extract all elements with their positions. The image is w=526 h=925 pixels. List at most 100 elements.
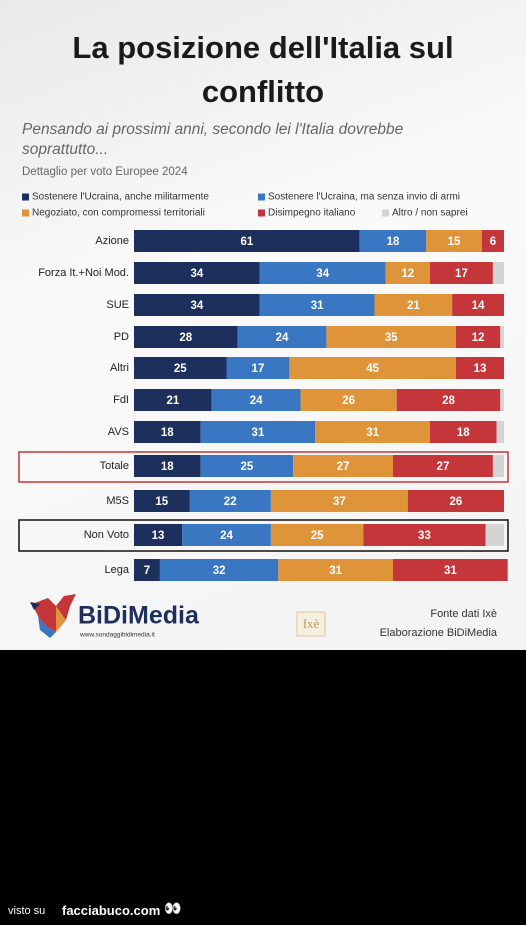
bar-segment: [500, 389, 504, 411]
bar-segment: [289, 357, 456, 379]
watermark: visto su facciabuco.com 👀: [0, 897, 526, 925]
row-label: FdI: [113, 394, 129, 406]
partner-logo-box: [296, 611, 326, 637]
value-label: 24: [220, 530, 233, 542]
bar-segment: [374, 294, 453, 316]
value-label: 12: [472, 332, 485, 344]
value-label: 45: [366, 363, 379, 375]
value-label: 34: [191, 268, 204, 280]
logo-text: BiDiMedia: [78, 602, 200, 630]
bar-segment: [259, 294, 375, 316]
value-label: 35: [385, 332, 398, 344]
row-label: Non Voto: [84, 529, 129, 541]
bar-segment: [200, 421, 316, 443]
value-label: 12: [401, 268, 414, 280]
value-label: 21: [407, 300, 420, 312]
bar-segment: [270, 490, 408, 512]
row-label: PD: [114, 331, 129, 343]
bar-segment: [134, 421, 201, 443]
value-label: 31: [444, 565, 457, 577]
bar-segment: [237, 326, 327, 348]
bar-segment: [393, 455, 493, 477]
bar-segment: [211, 389, 301, 411]
legend-swatch: [258, 209, 265, 217]
value-label: 61: [240, 236, 253, 248]
bar-segment: [481, 230, 504, 252]
value-label: 25: [174, 363, 187, 375]
bar-segment: [259, 262, 386, 284]
bar-segment: [455, 357, 504, 379]
bar-segment: [492, 262, 504, 284]
bar-segment: [134, 326, 238, 348]
value-label: 18: [457, 427, 470, 439]
value-label: 28: [179, 332, 192, 344]
logo-url: www.sondaggibidimedia.it: [79, 632, 155, 639]
bar-segment: [200, 455, 294, 477]
bar-segment: [189, 490, 271, 512]
legend-swatch: [382, 209, 389, 217]
value-label: 7: [144, 565, 150, 577]
bar-segment: [134, 262, 260, 284]
bar-segment: [134, 524, 183, 546]
bar-segment: [396, 389, 501, 411]
processing: Elaborazione BiDiMedia: [380, 627, 498, 639]
bar-segment: [393, 559, 508, 581]
value-label: 22: [224, 496, 237, 508]
value-label: 34: [191, 300, 204, 312]
legend-label: Sostenere l'Ucraina, ma senza invio di a…: [268, 192, 460, 203]
chart-note: Dettaglio per voto Europee 2024: [22, 166, 188, 178]
value-label: 17: [252, 363, 265, 375]
value-label: 13: [474, 363, 487, 375]
legend-swatch: [22, 193, 29, 201]
value-label: 31: [329, 565, 342, 577]
legend-label: Negoziato, con compromessi territoriali: [32, 208, 205, 219]
value-label: 13: [152, 530, 165, 542]
logo-bird: [30, 594, 76, 638]
value-label: 21: [166, 395, 179, 407]
value-label: 33: [418, 530, 431, 542]
value-label: 18: [387, 236, 400, 248]
row-label: Forza It.+Noi Mod.: [38, 267, 129, 279]
bar-segment: [455, 326, 501, 348]
bar-segment: [293, 455, 393, 477]
bar-segment: [426, 230, 482, 252]
bar-segment: [363, 524, 486, 546]
value-label: 24: [276, 332, 289, 344]
row-label: Azione: [95, 235, 129, 247]
value-label: 25: [240, 461, 253, 473]
bar-segment: [134, 230, 360, 252]
bar-segment: [278, 559, 393, 581]
watermark-icon: 👀: [164, 900, 182, 916]
value-label: 27: [437, 461, 450, 473]
value-label: 37: [333, 496, 346, 508]
value-label: 6: [490, 236, 496, 248]
bar-segment: [500, 326, 504, 348]
value-label: 17: [455, 268, 468, 280]
bar-segment: [385, 262, 430, 284]
bar-segment: [407, 490, 504, 512]
value-label: 32: [213, 565, 226, 577]
bar-segment: [226, 357, 290, 379]
bar-segment: [300, 389, 397, 411]
value-label: 26: [450, 496, 463, 508]
highlight-box: [18, 519, 509, 552]
bar-segment: [182, 524, 271, 546]
bar-segment: [492, 455, 504, 477]
source: Fonte dati Ixè: [430, 608, 497, 620]
value-label: 31: [366, 427, 379, 439]
watermark-site: facciabuco.com: [62, 903, 161, 918]
value-label: 34: [316, 268, 329, 280]
value-label: 25: [311, 530, 324, 542]
bar-segment: [315, 421, 430, 443]
bar-segment: [485, 524, 504, 546]
legend-label: Sostenere l'Ucraina, anche militarmente: [32, 192, 209, 203]
value-label: 15: [155, 496, 168, 508]
row-label: Altri: [110, 362, 129, 374]
value-label: 28: [442, 395, 455, 407]
watermark-prefix: visto su: [8, 905, 46, 917]
legend-swatch: [22, 209, 29, 217]
value-label: 24: [250, 395, 263, 407]
bar-segment: [134, 455, 201, 477]
bar-segment: [134, 490, 190, 512]
